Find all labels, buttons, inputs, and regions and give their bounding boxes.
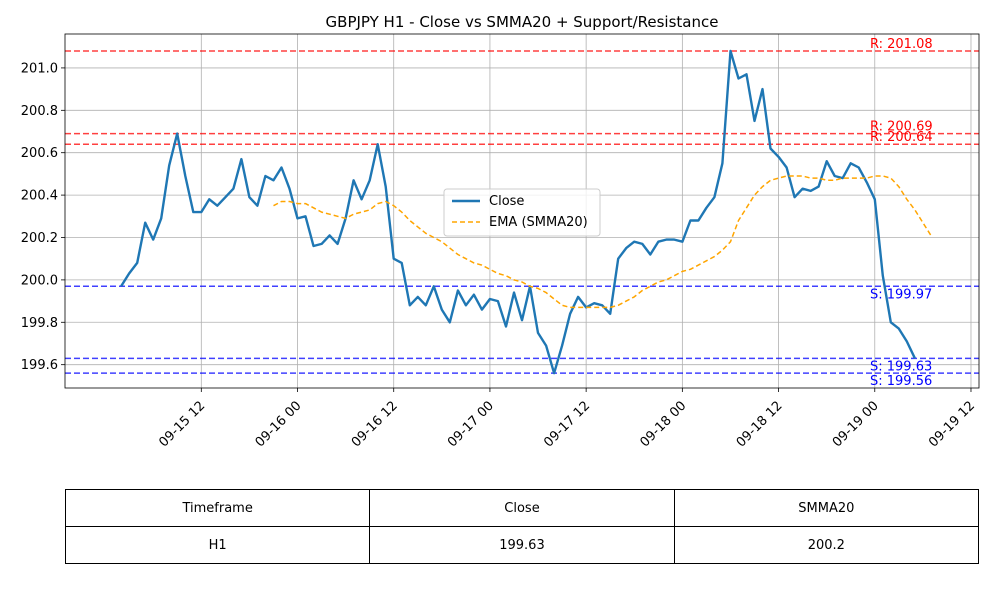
support-label: S: 199.56 bbox=[870, 374, 932, 389]
table-row: H1 199.63 200.2 bbox=[64, 526, 980, 564]
table-header-row: Timeframe Close SMMA20 bbox=[64, 489, 980, 527]
table-header-timeframe: Timeframe bbox=[64, 489, 371, 527]
resistance-label: R: 201.08 bbox=[870, 37, 933, 52]
x-tick-label: 09-17 00 bbox=[445, 398, 497, 450]
axes: 199.6 199.8 200.0 200.2 200.4 200.6 200.8 201.0… bbox=[21, 33, 980, 450]
support-label: S: 199.63 bbox=[870, 359, 932, 374]
x-tick-label: 09-18 00 bbox=[637, 398, 689, 450]
table-cell-close: 199.63 bbox=[369, 526, 675, 564]
ema-series-line bbox=[273, 175, 932, 309]
series bbox=[120, 49, 932, 375]
y-tick-label: 199.6 bbox=[21, 358, 58, 373]
y-tick-label: 200.6 bbox=[21, 146, 58, 161]
legend-ema-label: EMA (SMMA20) bbox=[489, 215, 588, 230]
y-tick-label: 199.8 bbox=[21, 316, 58, 331]
y-tick-label: 200.0 bbox=[21, 273, 58, 288]
chart: GBPJPY H1 - Close vs SMMA20 + Support/Re… bbox=[21, 13, 980, 450]
x-tick-label: 09-16 12 bbox=[349, 398, 401, 450]
y-tick-label: 200.4 bbox=[21, 189, 58, 204]
x-tick-label: 09-16 00 bbox=[253, 398, 305, 450]
plot-frame bbox=[64, 33, 980, 389]
y-tick-label: 200.8 bbox=[21, 104, 58, 119]
x-tick-label: 09-19 12 bbox=[926, 398, 978, 450]
table-cell-timeframe: H1 bbox=[64, 526, 371, 564]
x-tick-label: 09-18 12 bbox=[734, 398, 786, 450]
table-cell-smma20: 200.2 bbox=[673, 526, 980, 564]
summary-table: Timeframe Close SMMA20 H1 199.63 200.2 bbox=[64, 489, 980, 564]
resistance-label: R: 200.64 bbox=[870, 130, 933, 145]
y-tick-label: 201.0 bbox=[21, 61, 58, 76]
legend-box bbox=[443, 188, 601, 237]
table-header-smma20: SMMA20 bbox=[673, 489, 980, 527]
resistance-label: R: 200.69 bbox=[870, 120, 933, 135]
x-tick-label: 09-17 12 bbox=[541, 398, 593, 450]
table-header-close: Close bbox=[369, 489, 675, 527]
legend-close-label: Close bbox=[489, 194, 524, 209]
chart-title: GBPJPY H1 - Close vs SMMA20 + Support/Re… bbox=[326, 13, 719, 31]
x-tick-label: 09-19 00 bbox=[830, 398, 882, 450]
close-series-line bbox=[120, 49, 916, 375]
support-label: S: 199.97 bbox=[870, 287, 932, 302]
legend: Close EMA (SMMA20) bbox=[443, 188, 601, 237]
x-tick-label: 09-15 12 bbox=[156, 398, 208, 450]
y-tick-label: 200.2 bbox=[21, 231, 58, 246]
